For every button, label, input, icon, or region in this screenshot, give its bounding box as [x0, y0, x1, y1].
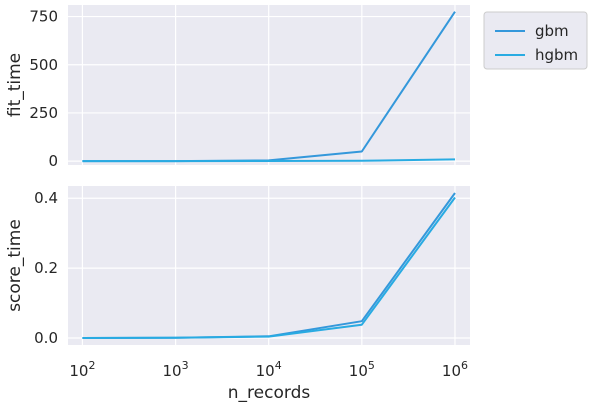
x-tick-label: 103 [163, 359, 189, 380]
series-line-hgbm [82, 196, 456, 339]
x-axis-label: n_records [228, 383, 311, 403]
x-tick-label: 105 [349, 359, 375, 380]
x-tick-label: 106 [442, 359, 468, 380]
y-ticks-score-time: 0.0 0.2 0.4 [34, 189, 58, 347]
legend-label-gbm: gbm [535, 22, 569, 40]
legend: gbm hgbm [483, 11, 588, 70]
x-ticks: 102 103 104 105 106 [69, 359, 468, 380]
y-tick-label: 0.4 [34, 189, 58, 207]
series-line-hgbm [82, 158, 456, 163]
y-axis-label-score-time: score_time [5, 219, 25, 312]
y-tick-label: 500 [29, 56, 58, 74]
y-tick-label: 750 [29, 8, 58, 26]
legend-label-hgbm: hgbm [535, 46, 578, 64]
x-tick-label: 104 [256, 359, 282, 380]
legend-items: gbm hgbm [495, 22, 578, 64]
panel-fit-time: 0 250 500 750 fit_time [5, 5, 470, 170]
y-tick-label: 250 [29, 104, 58, 122]
y-axis-label-fit-time: fit_time [5, 53, 25, 117]
y-ticks-fit-time: 0 250 500 750 [29, 8, 58, 171]
y-tick-label: 0 [48, 152, 58, 170]
series-fit-time [82, 11, 456, 163]
grid-score-time [68, 186, 470, 345]
y-tick-label: 0.0 [34, 329, 58, 347]
series-score-time [82, 192, 456, 339]
y-tick-label: 0.2 [34, 259, 58, 277]
x-tick-label: 102 [69, 359, 95, 380]
panel-score-time: 0.0 0.2 0.4 score_time [5, 186, 470, 347]
